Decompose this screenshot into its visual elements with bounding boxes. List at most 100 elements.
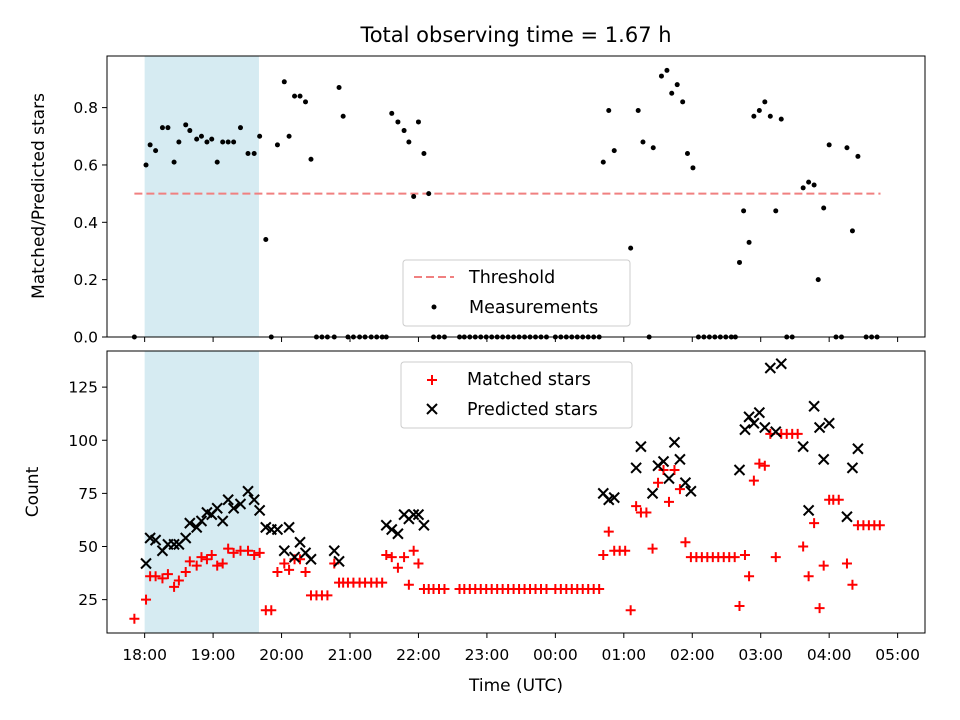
measurement-point xyxy=(281,79,287,85)
predicted-star-point-shape xyxy=(418,519,430,531)
matched-star-point-shape xyxy=(814,603,825,614)
predicted-star-point xyxy=(668,436,681,449)
predicted-star-point xyxy=(685,485,697,497)
measurement-point xyxy=(650,145,656,151)
predicted-star-point-shape xyxy=(168,538,180,551)
matched-star-point xyxy=(386,552,397,563)
predicted-star-point-shape xyxy=(764,362,777,374)
measurement-point xyxy=(411,194,417,199)
bottom-x-ticks: 18:00 19:00 20:00 21:00 22:00 23:00 00:00 01:00… xyxy=(122,633,920,664)
matched-star-point-shape xyxy=(833,494,844,505)
matched-star-point-shape xyxy=(150,571,161,582)
matched-star-point xyxy=(191,560,202,571)
top-y-ticks: 0.0 0.2 0.4 0.6 0.8 xyxy=(73,99,107,347)
predicted-star-point-shape xyxy=(392,528,404,540)
top-legend-box xyxy=(402,259,631,327)
matched-star-point-shape xyxy=(748,475,759,486)
measurement-point xyxy=(251,150,257,156)
matched-star-point xyxy=(279,558,290,569)
matched-star-point xyxy=(399,552,410,563)
matched-star-point-shape xyxy=(744,571,755,582)
matched-star-point-shape xyxy=(254,547,265,558)
matched-star-point xyxy=(792,428,803,439)
measurement-point xyxy=(401,128,407,134)
measurement-point xyxy=(336,85,342,91)
measurement-point xyxy=(389,110,395,116)
predicted-star-point-shape xyxy=(407,508,420,521)
matched-star-point xyxy=(669,465,680,476)
measurement-point xyxy=(815,277,821,283)
predicted-star-point xyxy=(278,545,290,557)
matched-star-point-shape xyxy=(847,579,858,590)
matched-star-point xyxy=(322,590,333,601)
predicted-star-point xyxy=(253,504,266,517)
legend-x-marker-shape xyxy=(426,403,438,415)
predicted-star-point xyxy=(841,511,853,523)
matched-star-point-shape xyxy=(212,560,223,571)
predicted-star-point xyxy=(333,555,345,568)
matched-star-point xyxy=(180,567,191,578)
predicted-star-point-shape xyxy=(635,440,647,453)
matched-star-point-shape xyxy=(272,567,283,578)
matched-star-point-shape xyxy=(206,550,217,561)
x-tick-label: 02:00 xyxy=(670,646,715,664)
predicted-star-point xyxy=(412,508,425,521)
predicted-star-point xyxy=(168,538,180,551)
top-panel: 0.00.20.40.60.8 Matched/Predicted stars … xyxy=(29,55,926,347)
matched-star-point xyxy=(157,573,168,584)
matched-star-point xyxy=(266,605,277,616)
predicted-star-point xyxy=(635,440,647,453)
predicted-star-point xyxy=(770,426,782,438)
matched-star-point xyxy=(874,520,885,531)
matched-star-point xyxy=(641,507,652,518)
matched-star-point-shape xyxy=(184,556,195,567)
measurement-point xyxy=(690,165,696,171)
predicted-star-point xyxy=(328,545,340,557)
legend-matched-label: Matched stars xyxy=(467,370,591,390)
predicted-star-point xyxy=(234,498,247,510)
matched-star-point-shape xyxy=(322,590,333,601)
top-y-tick-label: 0.8 xyxy=(73,99,98,117)
predicted-star-point-shape xyxy=(674,453,686,466)
measurement-point xyxy=(756,107,762,113)
measurement-point xyxy=(664,67,670,73)
matched-star-point xyxy=(162,569,173,580)
measurement-point xyxy=(426,191,432,197)
matched-star-point-shape xyxy=(663,496,674,507)
measurement-point xyxy=(274,142,280,148)
matched-star-point-shape xyxy=(279,558,290,569)
predicted-star-point xyxy=(674,453,686,466)
measurement-point xyxy=(773,208,779,214)
predicted-star-point xyxy=(386,523,398,536)
predicted-star-point xyxy=(242,485,254,497)
predicted-star-point xyxy=(149,534,162,546)
measurement-point xyxy=(237,125,243,131)
predicted-star-point-shape xyxy=(852,443,864,455)
top-axes-frame xyxy=(106,55,926,338)
matched-star-point xyxy=(249,550,260,561)
predicted-star-point-shape xyxy=(412,508,425,521)
matched-star-point xyxy=(734,601,745,612)
measurement-point xyxy=(147,142,153,148)
matched-star-point-shape xyxy=(266,605,277,616)
bottom-legend: Matched stars Predicted stars xyxy=(400,361,633,429)
predicted-star-point xyxy=(392,528,404,540)
measurement-point xyxy=(183,122,189,128)
measurement-point xyxy=(153,148,159,154)
matched-star-point xyxy=(748,475,759,486)
matched-star-point xyxy=(173,575,184,586)
matched-star-point-shape xyxy=(223,543,234,554)
predicted-star-point-shape xyxy=(222,494,234,506)
x-tick-label: 01:00 xyxy=(601,646,646,664)
x-tick-label: 23:00 xyxy=(465,646,510,664)
predicted-star-point xyxy=(184,517,196,529)
matched-star-point-shape xyxy=(157,573,168,584)
predicted-star-point xyxy=(418,519,430,531)
legend-measurements-swatch xyxy=(431,304,437,310)
predicted-star-point-shape xyxy=(739,423,751,436)
predicted-star-point-shape xyxy=(759,421,771,434)
predicted-star-point xyxy=(630,462,642,474)
matched-star-point-shape xyxy=(284,564,295,575)
measurement-point xyxy=(751,113,757,119)
predicted-star-point xyxy=(775,358,787,370)
